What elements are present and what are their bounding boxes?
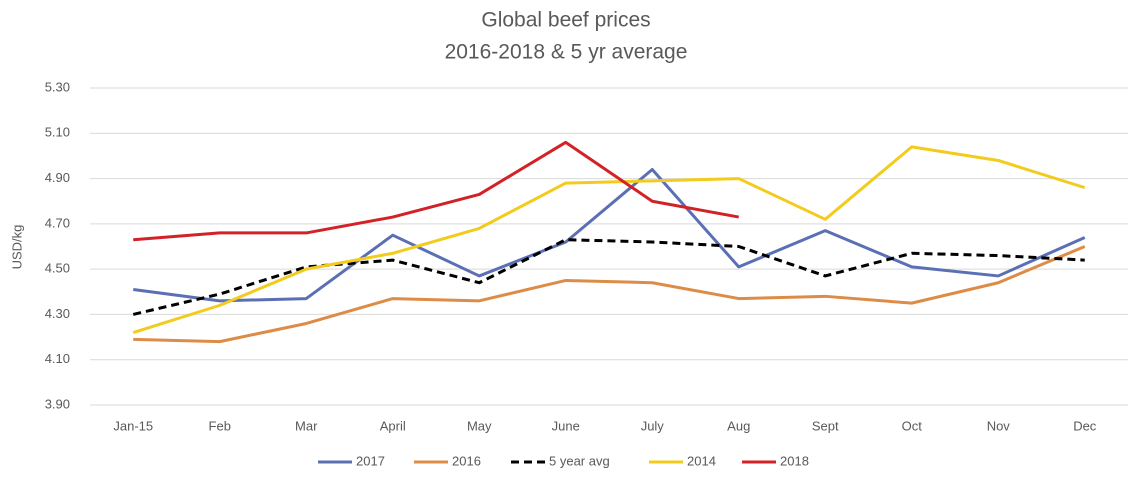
x-tick-label: Dec [1073,418,1097,433]
x-tick-label: Aug [727,418,750,433]
x-tick-label: Mar [295,418,318,433]
x-tick-label: April [380,418,406,433]
y-tick-label: 4.50 [45,261,70,276]
legend-label: 2017 [356,453,385,468]
series-line [132,145,1086,334]
legend-label: 2018 [780,453,809,468]
x-tick-label: Jan-15 [113,418,153,433]
legend-label: 2014 [687,453,716,468]
y-tick-label: 4.90 [45,170,70,185]
x-tick-label: Sept [812,418,839,433]
x-tick-label: June [552,418,580,433]
legend-label: 2016 [452,453,481,468]
y-axis-label: USD/kg [9,225,24,270]
series-line [133,245,1086,344]
y-tick-label: 4.70 [45,215,70,230]
y-tick-label: 4.30 [45,306,70,321]
chart-subtitle: 2016-2018 & 5 yr average [445,41,688,64]
x-tick-label: Feb [209,418,231,433]
chart-title: Global beef prices [481,9,650,32]
x-tick-label: July [641,418,665,433]
x-tick-label: Oct [902,418,923,433]
y-tick-label: 4.10 [45,351,70,366]
series-line [133,140,740,242]
series-line [132,238,1085,316]
y-tick-label: 5.10 [45,125,70,140]
y-tick-label: 3.90 [45,396,70,411]
x-tick-label: May [467,418,492,433]
x-tick-label: Nov [987,418,1011,433]
y-tick-label: 5.30 [45,79,70,94]
series-line [133,168,1086,303]
legend-label: 5 year avg [549,453,610,468]
